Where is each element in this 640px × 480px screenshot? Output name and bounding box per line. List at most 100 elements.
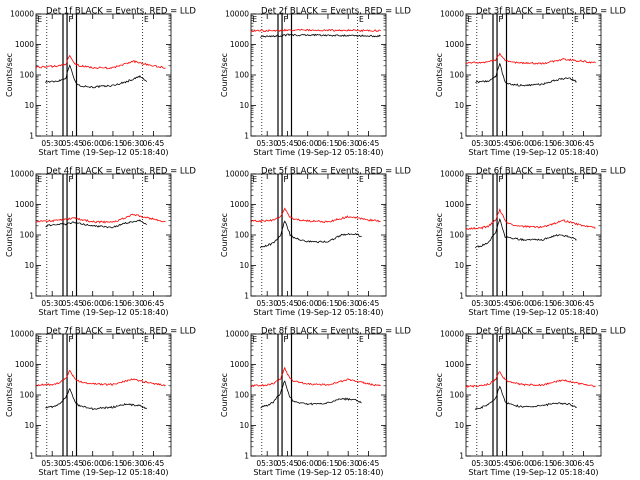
marker-label-e: E [359, 335, 364, 344]
x-tick-label: 06:30 [337, 299, 359, 308]
plot-frame [35, 173, 172, 297]
y-tick-label: 1 [244, 292, 249, 301]
x-tick-label: 05:45 [492, 139, 514, 148]
x-tick-label: 05:45 [277, 459, 299, 468]
plot-frame [250, 173, 387, 297]
lld-series-line [35, 369, 166, 387]
marker-label-e: E [467, 15, 472, 24]
y-tick-label: 1 [459, 132, 464, 141]
y-tick-label: 1000 [445, 360, 464, 369]
x-tick-label: 06:00 [297, 139, 319, 148]
x-tick-label: 06:15 [102, 139, 124, 148]
x-tick-label: 06:15 [532, 139, 554, 148]
y-axis-label: Counts/sec [220, 53, 229, 97]
marker-label-e: E [252, 15, 257, 24]
x-tick-label: 06:00 [297, 459, 319, 468]
marker-label-e: E [467, 175, 472, 184]
panel-det-8: Det 8f BLACK = Events, RED = LLD 1 10 100 10… [220, 327, 411, 478]
x-tick-label: 06:30 [122, 459, 144, 468]
marker-label-f: F [283, 335, 287, 344]
y-tick-label: 1 [244, 132, 249, 141]
y-tick-label: 1000 [15, 360, 34, 369]
x-tick-label: 05:30 [256, 459, 278, 468]
y-tick-label: 1 [244, 452, 249, 461]
events-series-line [45, 387, 147, 411]
y-tick-label: 1000 [230, 40, 249, 49]
x-tick-label: 05:45 [277, 139, 299, 148]
plot-frame [250, 13, 387, 137]
lld-series-line [250, 28, 381, 33]
y-axis-label: Counts/sec [220, 213, 229, 257]
x-tick-label: 06:45 [143, 459, 165, 468]
x-tick-label: 06:45 [573, 459, 595, 468]
y-tick-label: 10000 [225, 170, 249, 179]
marker-label-f: F [283, 15, 287, 24]
events-series-line [475, 385, 577, 410]
x-tick-label: 05:30 [471, 299, 493, 308]
marker-label-e: E [467, 335, 472, 344]
marker-label-e: E [574, 175, 579, 184]
x-tick-label: 05:45 [62, 459, 84, 468]
x-tick-label: 05:45 [62, 299, 84, 308]
marker-label-e: E [37, 335, 42, 344]
panel-det-6: Det 6f BLACK = Events, RED = LLD 1 10 100 10… [435, 167, 626, 318]
y-tick-label: 10000 [10, 10, 34, 19]
marker-label-e: E [574, 335, 579, 344]
events-series-line [475, 62, 577, 87]
marker-label-e: E [574, 15, 579, 24]
marker-label-e: E [144, 335, 149, 344]
x-axis-label: Start Time (19-Sep-12 05:18:40) [253, 308, 383, 317]
marker-label-e: E [37, 15, 42, 24]
x-tick-label: 06:30 [552, 139, 574, 148]
x-tick-label: 05:30 [471, 459, 493, 468]
y-tick-label: 100 [235, 391, 250, 400]
y-tick-label: 100 [235, 71, 250, 80]
x-tick-label: 06:00 [82, 299, 104, 308]
marker-label-f: F [498, 335, 502, 344]
y-tick-label: 100 [235, 231, 250, 240]
y-tick-label: 1000 [445, 40, 464, 49]
panel-title: Det 2f BLACK = Events, RED = LLD [261, 7, 411, 17]
y-tick-label: 10000 [225, 330, 249, 339]
x-axis-label: Start Time (19-Sep-12 05:18:40) [38, 148, 168, 157]
y-axis-label: Counts/sec [220, 373, 229, 417]
x-tick-label: 06:45 [358, 299, 380, 308]
y-tick-label: 100 [450, 231, 465, 240]
x-tick-label: 06:15 [532, 459, 554, 468]
panel-title: Det 6f BLACK = Events, RED = LLD [476, 167, 626, 177]
x-axis-label: Start Time (19-Sep-12 05:18:40) [468, 308, 598, 317]
y-tick-label: 1 [29, 132, 34, 141]
y-tick-label: 100 [20, 231, 35, 240]
events-series-line [260, 380, 362, 409]
x-tick-label: 06:45 [358, 139, 380, 148]
panel-title: Det 1f BLACK = Events, RED = LLD [46, 7, 196, 17]
lld-series-line [250, 207, 381, 224]
y-tick-label: 10 [24, 421, 34, 430]
panel-det-5: Det 5f BLACK = Events, RED = LLD 1 10 100 10… [220, 167, 411, 318]
x-tick-label: 05:30 [41, 139, 63, 148]
events-series-line [260, 33, 381, 38]
x-tick-label: 06:15 [532, 299, 554, 308]
x-tick-label: 05:45 [492, 299, 514, 308]
panel-title: Det 3f BLACK = Events, RED = LLD [476, 7, 626, 17]
plot-frame [35, 13, 172, 137]
y-tick-label: 10 [239, 421, 249, 430]
lld-series-line [465, 371, 596, 388]
x-tick-label: 06:00 [297, 299, 319, 308]
y-tick-label: 10 [454, 261, 464, 270]
x-tick-label: 06:15 [317, 299, 339, 308]
x-tick-label: 05:45 [62, 139, 84, 148]
x-tick-label: 05:30 [256, 299, 278, 308]
x-tick-label: 05:30 [256, 139, 278, 148]
marker-label-e: E [144, 15, 149, 24]
panel-det-2: Det 2f BLACK = Events, RED = LLD 1 10 100 10… [220, 7, 411, 158]
y-tick-label: 10 [24, 261, 34, 270]
plot-frame [465, 173, 602, 297]
y-tick-label: 1 [459, 452, 464, 461]
plot-frame [250, 333, 387, 457]
panel-title: Det 4f BLACK = Events, RED = LLD [46, 167, 196, 177]
x-tick-label: 05:45 [492, 459, 514, 468]
x-tick-label: 06:30 [552, 299, 574, 308]
plot-frame [465, 13, 602, 137]
x-tick-label: 06:15 [102, 299, 124, 308]
